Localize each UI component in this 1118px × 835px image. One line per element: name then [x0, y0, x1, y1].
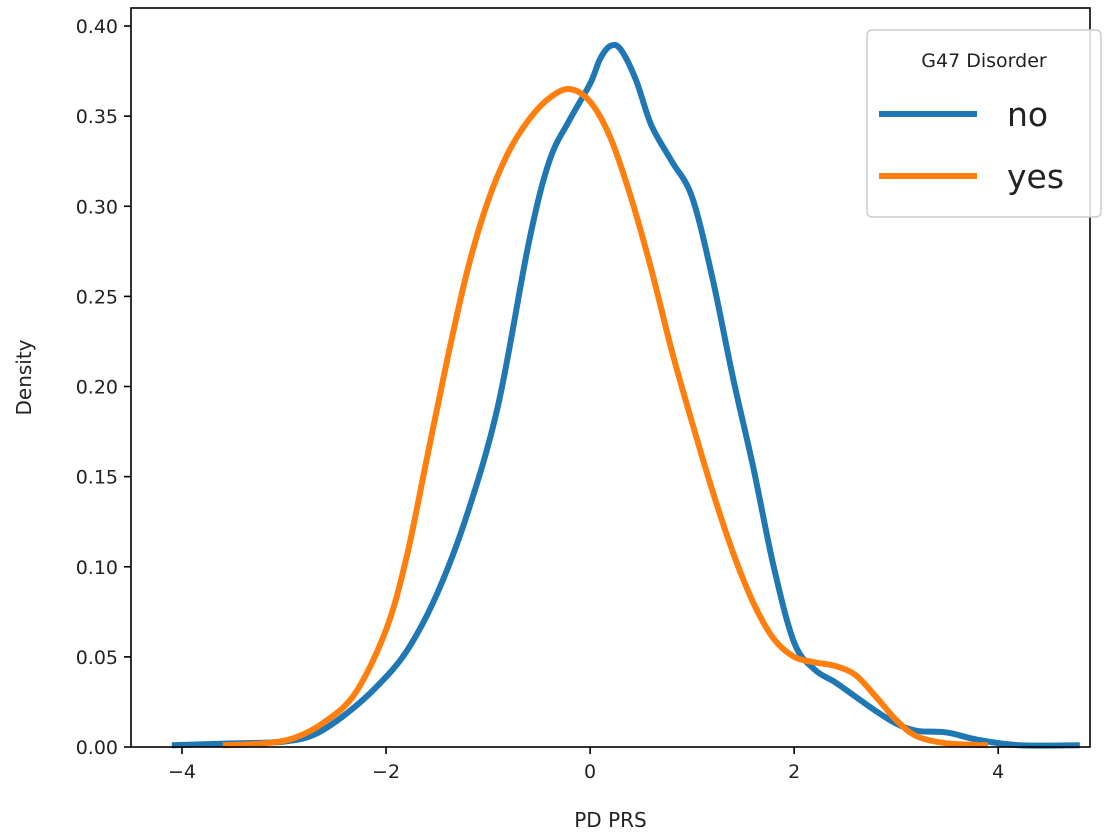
series-line-yes	[222, 86, 989, 749]
x-tick-label: 0	[584, 761, 596, 783]
y-tick-label: 0.40	[76, 16, 118, 38]
y-axis-label: Density	[12, 339, 36, 415]
legend-label-yes: yes	[1007, 157, 1064, 196]
x-axis-label: PD PRS	[574, 808, 646, 832]
legend-label-no: no	[1007, 95, 1048, 134]
legend-box	[866, 29, 1102, 218]
y-tick-label: 0.15	[76, 467, 118, 489]
axes-frame	[130, 7, 1091, 748]
x-tick-label: −4	[168, 761, 196, 783]
y-tick-label: 0.20	[76, 377, 118, 399]
y-tick-label: 0.10	[76, 557, 118, 579]
axes: −4 −2 0 2 4 0.00 0.05 0.10 0.15 0.20 0.25 0.30 0.35 0…	[12, 7, 1091, 832]
y-tick-label: 0.25	[76, 286, 118, 308]
series-line-no	[171, 41, 1080, 749]
y-tick-label: 0.05	[76, 647, 118, 669]
y-tick-label: 0.30	[76, 196, 118, 218]
plot-area	[171, 41, 1080, 749]
legend: G47 Disorder no yes	[866, 29, 1102, 218]
y-tick-label: 0.00	[76, 737, 118, 759]
y-tick-label: 0.35	[76, 106, 118, 128]
x-tick-label: 2	[788, 761, 800, 783]
x-tick-label: −2	[372, 761, 400, 783]
x-tick-label: 4	[992, 761, 1004, 783]
legend-title: G47 Disorder	[921, 50, 1047, 72]
